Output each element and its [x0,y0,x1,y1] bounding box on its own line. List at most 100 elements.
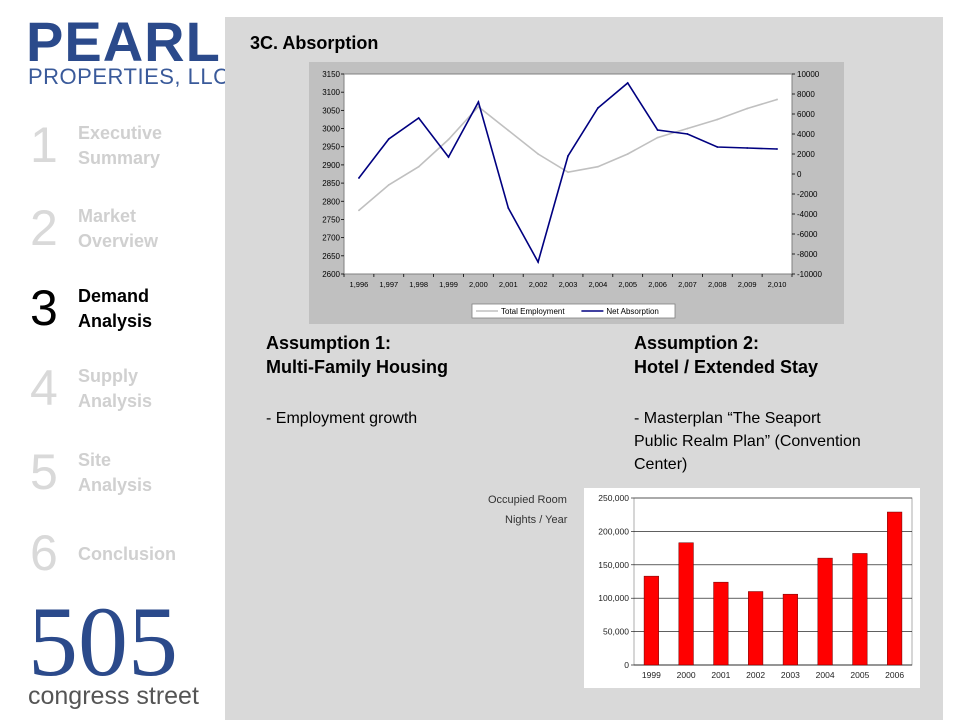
y-left-tick-label: 2850 [322,179,340,188]
data-point [716,146,719,148]
x-tick-label: 1999 [642,670,661,680]
y-left-tick-label: 3050 [322,106,340,115]
nav-item-label-line2: Analysis [78,391,153,411]
nav-item-executive-summary[interactable]: 1 Executive Summary [30,120,210,176]
y-right-tick-label: 2000 [797,150,815,159]
y-right-tick-label: 8000 [797,90,815,99]
assumption1-title-line1: Assumption 1: [266,333,392,353]
legend-box [471,303,676,319]
nav-item-label-line1: Conclusion [78,544,176,564]
data-point [358,177,360,179]
y-tick-label: 150,000 [598,560,629,570]
y-left-tick-label: 2750 [322,215,340,224]
y-right-tick-label: -2000 [797,190,818,199]
nav-item-supply-analysis[interactable]: 4 Supply Analysis [30,363,210,419]
y-right-tick-label: -8000 [797,250,818,259]
x-tick-label: 2,004 [588,280,607,289]
y-left-tick-label: 3000 [322,125,340,134]
y-left-tick-label: 3150 [322,70,340,79]
bar-2001 [713,581,729,666]
plot-area [633,497,913,666]
data-point [686,133,689,135]
data-point [358,209,360,212]
brand-logo-name: PEARL [26,10,221,73]
y-right-tick-label: -4000 [797,210,818,219]
assumption2-title-line1: Assumption 2: [634,333,760,353]
bar-2000 [678,542,694,666]
nav-item-conclusion[interactable]: 6 Conclusion [30,528,210,584]
nav-item-label-line2: Analysis [78,311,153,331]
y-right-tick-label: 4000 [797,130,815,139]
data-point [537,153,540,155]
brand-logo-subtitle: PROPERTIES, LLC [28,64,230,89]
legend-label: Total Employment [501,307,565,316]
absorption-chart-frame: 2600 2650 2700 2750 2800 2850 2900 2950 3000 3050… [309,62,844,324]
data-point [596,165,599,168]
nav-item-market-overview[interactable]: 2 Market Overview [30,203,210,259]
y-tick-label: 0 [624,660,629,670]
data-point [477,101,480,103]
y-left-tick-label: 2600 [322,270,340,279]
data-point [507,129,510,132]
assumption2-text-line1: - Masterplan “The Seaport [634,410,821,427]
bar-2005 [852,553,868,666]
nav-item-demand-analysis[interactable]: 3 Demand Analysis [30,283,210,339]
data-point [656,136,659,139]
x-tick-label: 2,009 [738,280,757,289]
bar-2006 [887,511,903,666]
plot-area [343,73,793,275]
x-tick-label: 2000 [677,670,696,680]
data-point [746,147,749,149]
y-right-tick-label: -10000 [797,270,822,279]
occupied-label-line2: Nights / Year [505,514,568,526]
nav-item-label-line1: Demand [78,286,150,306]
assumption2-title-line2: Hotel / Extended Stay [634,357,819,377]
y-left-tick-label: 2650 [322,252,340,261]
bar-2003 [782,593,798,666]
data-point [746,107,749,110]
data-point [656,129,659,131]
nav-item-label-line1: Site [78,450,112,470]
y-right-tick-label: -6000 [797,230,818,239]
assumption1-text: - Employment growth [266,410,418,427]
x-tick-label: 1,999 [439,280,458,289]
x-tick-label: 1,996 [350,280,369,289]
x-tick-label: 2,001 [499,280,518,289]
x-tick-label: 2003 [781,670,800,680]
x-tick-label: 2,008 [708,280,727,289]
x-tick-label: 1,998 [409,280,428,289]
nav-item-site-analysis[interactable]: 5 Site Analysis [30,447,210,503]
y-right-tick-label: 6000 [797,110,815,119]
y-left-tick-label: 2800 [322,197,340,206]
x-tick-label: 2,007 [678,280,697,289]
x-tick-label: 2,006 [648,280,667,289]
nav-item-label-line1: Executive [78,123,163,143]
address-street-logo: congress street [28,682,199,710]
bar-2002 [748,591,764,666]
legend-label: Net Absorption [606,307,658,316]
nav-item-number: 1 [30,117,58,173]
y-left-tick-label: 2700 [322,234,340,243]
x-tick-label: 2,010 [768,280,787,289]
data-point [776,98,778,101]
assumption1-title-line2: Multi-Family Housing [266,357,448,377]
x-tick-label: 2002 [746,670,765,680]
data-point [716,118,719,121]
data-point [537,261,540,263]
data-point [387,138,390,140]
x-tick-label: 2,005 [618,280,637,289]
data-point [507,207,510,209]
y-left-tick-label: 2950 [322,143,340,152]
y-left-tick-label: 3100 [322,88,340,97]
x-tick-label: 2,002 [529,280,548,289]
y-right-tick-label: 0 [797,170,802,179]
bar-1999 [643,575,659,666]
x-tick-label: 2001 [711,670,730,680]
y-right-tick-label: 10000 [797,70,820,79]
absorption-chart: 2600 2650 2700 2750 2800 2850 2900 2950 3000 3050… [322,70,822,319]
y-tick-label: 250,000 [598,493,629,503]
x-tick-label: 2,003 [559,280,578,289]
x-tick-label: 2004 [816,670,835,680]
assumption2-text-line2: Public Realm Plan” (Convention [634,433,861,450]
nav-item-number: 2 [30,200,58,256]
